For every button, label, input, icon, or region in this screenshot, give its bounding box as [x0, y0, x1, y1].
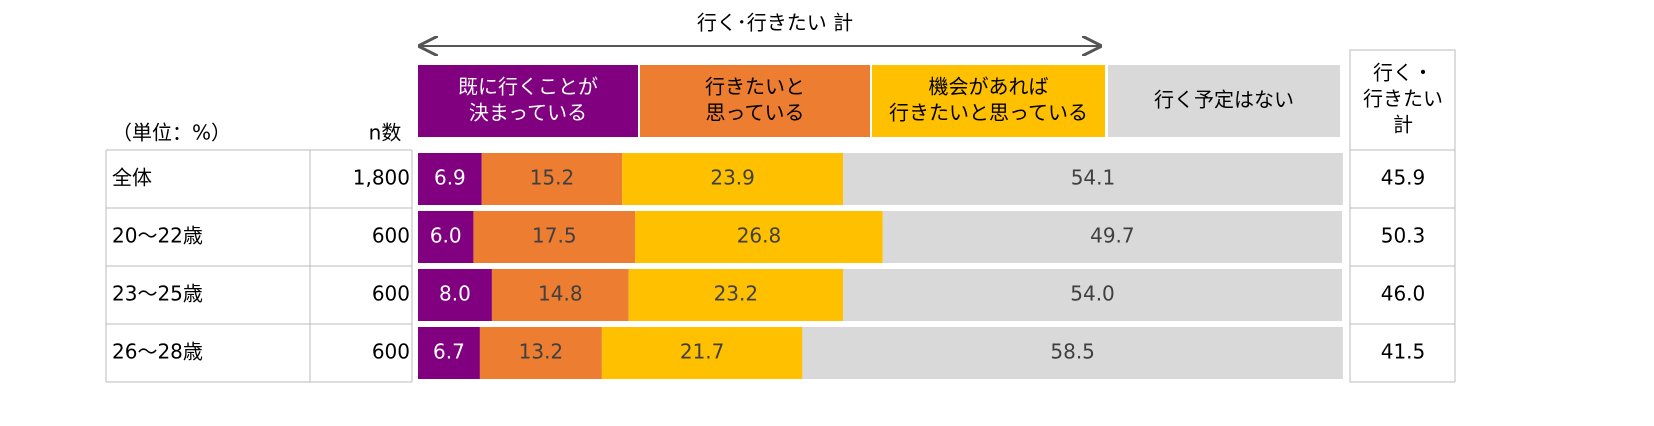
legend-box [418, 65, 638, 137]
bar-segment [843, 269, 1342, 321]
total-value: 46.0 [1381, 282, 1426, 306]
n-value: 600 [372, 340, 410, 364]
bar-segment [479, 327, 602, 379]
bar-segment [473, 211, 636, 263]
value-label: 14.8 [538, 282, 583, 306]
value-label: 23.2 [714, 282, 759, 306]
value-label: 23.9 [710, 166, 755, 190]
bar-segment [622, 153, 844, 205]
bar-segment [882, 211, 1342, 263]
value-label: 15.2 [530, 166, 575, 190]
legend-label: 行きたいと思っている [889, 101, 1088, 125]
value-label: 6.9 [434, 166, 466, 190]
category-label: 23～25歳 [112, 282, 203, 306]
unit-label: （単位：%） [112, 121, 231, 145]
total-header: 行きたい [1363, 87, 1443, 111]
bar-segment [481, 153, 623, 205]
value-label: 58.5 [1050, 340, 1095, 364]
bar-segment [418, 153, 482, 205]
category-label: 26～28歳 [112, 340, 203, 364]
bar-segment [491, 269, 629, 321]
total-value: 41.5 [1381, 340, 1426, 364]
total-header: 計 [1393, 113, 1413, 137]
n-value: 600 [372, 282, 410, 306]
bar-segment [843, 153, 1343, 205]
total-value: 50.3 [1381, 224, 1426, 248]
legend-label: 機会があれば [929, 75, 1049, 99]
legend-box [640, 65, 870, 137]
chart-title: 行く･行きたい 計 [697, 11, 853, 35]
value-label: 26.8 [737, 224, 782, 248]
value-label: 49.7 [1090, 224, 1135, 248]
value-label: 6.0 [430, 224, 462, 248]
bar-segment [802, 327, 1343, 379]
value-label: 17.5 [532, 224, 577, 248]
legend-box [872, 65, 1105, 137]
value-label: 54.0 [1070, 282, 1115, 306]
value-label: 8.0 [439, 282, 471, 306]
value-label: 54.1 [1071, 166, 1116, 190]
total-header: 行く・ [1373, 61, 1433, 85]
bar-segment [628, 269, 844, 321]
value-label: 21.7 [680, 340, 725, 364]
legend-label: 行く予定はない [1154, 88, 1294, 112]
legend-label: 行きたいと [705, 75, 805, 99]
bar-segment [418, 211, 474, 263]
bar-segment [601, 327, 803, 379]
legend-label: 既に行くことが [458, 75, 598, 99]
value-label: 13.2 [519, 340, 564, 364]
bar-segment [418, 269, 492, 321]
legend-label: 思っている [706, 101, 805, 125]
legend-label: 決まっている [469, 101, 587, 125]
legend-box [1108, 65, 1340, 137]
category-label: 20～22歳 [112, 224, 203, 248]
category-label: 全体 [112, 166, 152, 190]
total-value: 45.9 [1381, 166, 1426, 190]
value-label: 6.7 [433, 340, 465, 364]
n-value: 600 [372, 224, 410, 248]
bar-segment [635, 211, 883, 263]
bar-segment [418, 327, 480, 379]
n-header: n数 [369, 121, 402, 145]
n-value: 1,800 [353, 166, 410, 190]
